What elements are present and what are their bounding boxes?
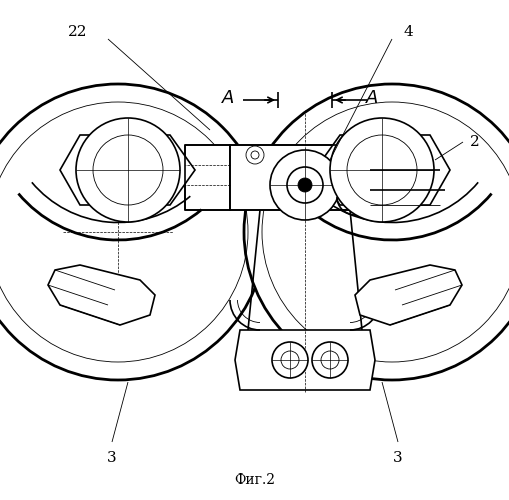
Polygon shape — [354, 265, 461, 325]
Circle shape — [297, 178, 312, 192]
Polygon shape — [48, 265, 155, 325]
Polygon shape — [60, 135, 194, 205]
Circle shape — [271, 342, 307, 378]
Circle shape — [269, 150, 340, 220]
Circle shape — [0, 84, 266, 380]
Text: 3: 3 — [107, 451, 117, 465]
Polygon shape — [235, 330, 374, 390]
Text: 22: 22 — [68, 25, 88, 39]
Polygon shape — [230, 145, 369, 210]
Polygon shape — [315, 135, 449, 205]
Polygon shape — [185, 145, 230, 210]
Circle shape — [76, 118, 180, 222]
Text: 2: 2 — [469, 135, 479, 149]
Text: $A$: $A$ — [364, 89, 378, 107]
Text: 3: 3 — [392, 451, 402, 465]
Text: 4: 4 — [402, 25, 412, 39]
Text: Фиг.2: Фиг.2 — [234, 473, 275, 487]
Text: $A$: $A$ — [220, 89, 235, 107]
Circle shape — [329, 118, 433, 222]
Circle shape — [243, 84, 509, 380]
Circle shape — [312, 342, 347, 378]
